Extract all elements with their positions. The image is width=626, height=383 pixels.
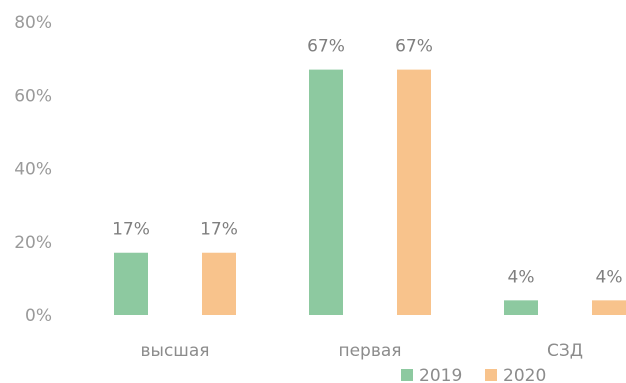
y-tick-label: 80% (14, 13, 52, 33)
legend-swatch-2020 (485, 369, 497, 381)
y-axis: 0% 20% 40% 60% 80% (14, 13, 52, 326)
y-tick-label: 20% (14, 233, 52, 253)
data-label: 67% (307, 37, 345, 57)
legend-label: 2019 (419, 366, 462, 383)
bar-2020-1 (397, 69, 431, 315)
bar-2019-0 (114, 252, 148, 315)
y-tick-label: 40% (14, 160, 52, 180)
bars: 17% 17% 67% 67% 4% 4% (112, 37, 626, 315)
bar-2020-0 (202, 252, 236, 315)
bar-2019-2 (504, 300, 538, 315)
legend-label: 2020 (503, 366, 546, 383)
category-labels: высшая первая СЗД (141, 341, 584, 361)
data-label: 4% (508, 267, 535, 287)
data-label: 17% (200, 220, 238, 240)
y-tick-label: 60% (14, 86, 52, 106)
category-label: первая (338, 341, 401, 361)
legend: 2019 2020 (401, 366, 546, 383)
data-label: 17% (112, 220, 150, 240)
category-label: высшая (141, 341, 210, 361)
legend-swatch-2019 (401, 369, 413, 381)
data-label: 4% (596, 267, 623, 287)
y-tick-label: 0% (25, 306, 52, 326)
data-label: 67% (395, 37, 433, 57)
bar-2020-2 (592, 300, 626, 315)
category-label: СЗД (547, 341, 583, 361)
bar-2019-1 (309, 69, 343, 315)
